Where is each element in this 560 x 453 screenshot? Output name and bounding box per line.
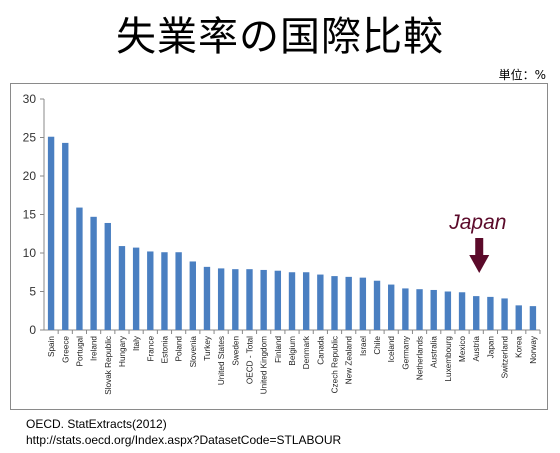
- x-tick-label: Ireland: [90, 336, 99, 361]
- bar-portugal: [76, 207, 83, 330]
- bar-greece: [62, 142, 69, 330]
- chart-category-labels: Spain Greece Portugal Ireland Slovak Republi…: [47, 335, 538, 395]
- y-tick-label: 10: [23, 246, 37, 260]
- source-line-1: OECD. StatExtracts(2012): [26, 417, 167, 431]
- bar-slovak-republic: [104, 222, 111, 330]
- x-tick-label: OECD - Total: [245, 336, 254, 384]
- x-tick-label: Greece: [61, 336, 70, 363]
- y-tick-label: 25: [23, 131, 37, 145]
- down-arrow-icon: [469, 238, 490, 273]
- x-tick-label: Netherlands: [416, 336, 425, 380]
- bar-canada: [317, 274, 324, 330]
- bar-slovenia: [189, 261, 196, 330]
- chart-axes: 0 5 10 15 20 25 30: [23, 92, 541, 337]
- bar-hungary: [118, 246, 126, 330]
- x-tick-label: Mexico: [458, 336, 467, 362]
- y-tick-label: 0: [29, 323, 36, 337]
- x-tick-label: Australia: [430, 336, 439, 368]
- bar-chile: [373, 280, 381, 330]
- bar-ireland: [90, 216, 97, 330]
- source-citation: OECD. StatExtracts(2012) http://stats.oe…: [26, 416, 341, 448]
- bar-new-zealand: [345, 276, 352, 330]
- bar-norway: [529, 306, 537, 330]
- bar-iceland: [388, 284, 395, 330]
- x-tick-label: Czech Republic: [331, 336, 340, 393]
- x-tick-label: Israel: [359, 336, 368, 356]
- chart-frame: [10, 83, 548, 410]
- x-tick-label: United Kingdom: [260, 336, 269, 394]
- bar-korea: [515, 305, 522, 330]
- bar-finland: [274, 270, 282, 330]
- bar-poland: [175, 252, 182, 330]
- y-tick-label: 20: [23, 169, 37, 183]
- x-tick-label: Portugal: [75, 336, 84, 367]
- chart-annotation: Japan: [448, 211, 506, 273]
- annotation-label: Japan: [448, 211, 506, 234]
- x-tick-label: Finland: [274, 336, 283, 363]
- x-tick-label: Estonia: [160, 336, 169, 364]
- x-tick-label: Denmark: [302, 335, 311, 369]
- bar-oecd-total: [246, 269, 253, 330]
- bar-estonia: [161, 252, 168, 330]
- bar-luxembourg: [444, 291, 452, 330]
- x-tick-label: Sweden: [231, 336, 240, 366]
- bar-germany: [402, 288, 409, 330]
- bar-italy: [132, 247, 140, 330]
- chart-bars: [47, 136, 537, 330]
- x-tick-label: Japan: [486, 336, 495, 359]
- unit-label: 単位：%: [498, 68, 546, 82]
- bar-france: [147, 251, 154, 330]
- source-url: http://stats.oecd.org/Index.aspx?Dataset…: [26, 433, 342, 447]
- x-tick-label: Belgium: [288, 336, 297, 366]
- x-tick-label: United States: [217, 336, 226, 385]
- x-tick-label: Korea: [515, 336, 524, 358]
- bar-sweden: [232, 269, 239, 330]
- x-tick-label: Norway: [529, 335, 538, 364]
- x-tick-label: Spain: [47, 336, 56, 357]
- x-tick-label: Chile: [373, 336, 382, 355]
- bar-israel: [359, 277, 367, 330]
- x-tick-label: Italy: [132, 335, 141, 351]
- x-tick-label: Hungary: [118, 335, 127, 367]
- y-tick-label: 30: [23, 92, 37, 106]
- bar-austria: [473, 296, 480, 330]
- x-tick-label: Slovenia: [189, 336, 198, 368]
- x-tick-label: France: [146, 336, 155, 362]
- bar-turkey: [203, 266, 211, 330]
- y-tick-label: 15: [23, 208, 37, 222]
- bar-united-states: [217, 268, 225, 330]
- bar-spain: [47, 136, 55, 330]
- x-tick-label: Slovak Republic: [104, 336, 113, 395]
- x-tick-label: Canada: [316, 336, 325, 365]
- x-tick-label: New Zealand: [345, 336, 354, 385]
- x-tick-label: Switzerland: [501, 336, 510, 379]
- bar-netherlands: [416, 289, 423, 330]
- bar-australia: [430, 289, 437, 330]
- x-tick-label: Austria: [472, 336, 481, 362]
- bar-czech-republic: [331, 276, 338, 330]
- x-tick-label: Turkey: [203, 335, 212, 361]
- x-tick-label: Iceland: [387, 336, 396, 363]
- page-title: 失業率の国際比較: [116, 14, 444, 60]
- bar-united-kingdom: [260, 269, 267, 330]
- x-tick-label: Luxembourg: [444, 336, 453, 382]
- bar-switzerland: [501, 298, 508, 330]
- bar-mexico: [458, 292, 466, 330]
- y-tick-label: 5: [29, 285, 36, 299]
- bar-belgium: [288, 272, 296, 330]
- bar-denmark: [302, 272, 310, 330]
- x-tick-label: Germany: [401, 335, 410, 370]
- bar-japan: [487, 296, 494, 330]
- x-tick-label: Poland: [175, 336, 184, 362]
